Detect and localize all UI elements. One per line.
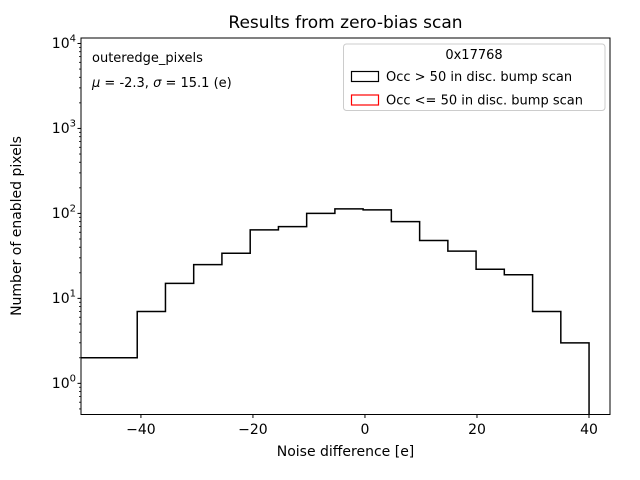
legend-label: Occ <= 50 in disc. bump scan: [386, 94, 583, 109]
histogram-step-line: [81, 208, 590, 415]
mu-symbol: μ: [91, 76, 100, 91]
y-axis-label: Number of enabled pixels: [9, 136, 25, 316]
mu-value: = -2.3,: [100, 76, 153, 91]
annotation-dataset-name: outeredge_pixels: [92, 51, 203, 66]
histogram-step-line-layer: [81, 208, 590, 415]
y-tick-label: 102: [52, 203, 76, 222]
legend-swatch-black: [350, 70, 380, 83]
y-axis-ticks: 100 101 102 103 104: [52, 33, 81, 410]
legend-entry-occ-le-50: Occ <= 50 in disc. bump scan: [350, 94, 583, 109]
sigma-value: = 15.1 (e): [161, 76, 231, 91]
x-tick-label: 40: [580, 422, 598, 438]
legend-title: 0x17768: [445, 48, 502, 63]
legend-entry-occ-gt-50: Occ > 50 in disc. bump scan: [350, 70, 572, 85]
legend-label: Occ > 50 in disc. bump scan: [386, 70, 572, 85]
x-tick-label: 0: [361, 422, 370, 438]
x-tick-label: −40: [126, 422, 156, 438]
legend: 0x17768 Occ > 50 in disc. bump scan Occ …: [343, 43, 606, 111]
legend-frame: [343, 43, 606, 111]
y-tick-label: 104: [52, 33, 76, 52]
x-tick-label: 20: [468, 422, 486, 438]
plot-title: Results from zero-bias scan: [228, 13, 462, 33]
y-tick-label: 101: [52, 288, 76, 307]
annotation-mu-sigma: μ = -2.3, σ = 15.1 (e): [91, 76, 232, 91]
x-axis-label: Noise difference [e]: [277, 444, 415, 460]
legend-swatch-red: [350, 94, 380, 106]
x-axis-ticks: −40 −20 0 20 40: [126, 414, 598, 438]
y-tick-label: 100: [52, 373, 76, 392]
x-tick-label: −20: [238, 422, 268, 438]
y-tick-label: 103: [52, 118, 76, 137]
sigma-symbol: σ: [153, 76, 162, 91]
